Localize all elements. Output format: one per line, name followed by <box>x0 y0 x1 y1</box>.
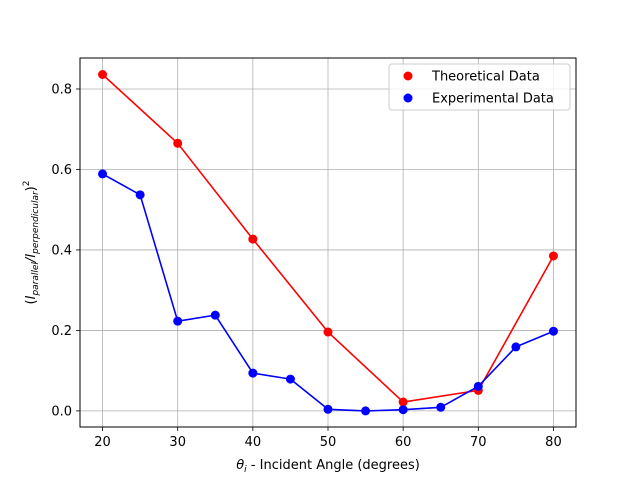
x-tick-label: 50 <box>320 435 337 450</box>
data-point <box>398 405 408 415</box>
data-point <box>173 138 183 148</box>
x-tick-label: 60 <box>395 435 412 450</box>
data-point <box>398 397 408 407</box>
x-axis-label-subscript: i <box>244 465 247 475</box>
data-point <box>323 404 333 414</box>
data-point <box>135 190 145 200</box>
y-tick-label: 0.8 <box>51 82 72 97</box>
x-axis-label-symbol: θ <box>236 458 244 473</box>
legend-marker-1 <box>403 71 413 81</box>
x-axis-label-text: - Incident Angle (degrees) <box>247 458 420 473</box>
data-point <box>548 251 558 261</box>
data-point <box>248 368 258 378</box>
data-point <box>285 374 295 384</box>
y-axis-label-exponent: 2 <box>22 181 32 187</box>
y-axis-label-open: ( <box>24 299 39 304</box>
y-axis-label-close: ) <box>24 186 39 191</box>
x-tick-label: 80 <box>545 435 562 450</box>
legend-box <box>388 63 571 111</box>
data-point <box>210 310 220 320</box>
data-point <box>511 342 521 352</box>
y-axis-label-sub1: parallel <box>31 262 41 297</box>
data-point <box>248 234 258 244</box>
data-point <box>473 381 483 391</box>
data-point <box>361 406 371 416</box>
y-tick-label: 0.0 <box>51 404 72 419</box>
y-tick-label: 0.4 <box>51 243 72 258</box>
y-axis-label: (Iparallel/Iperpendicular)2 <box>22 181 41 305</box>
x-tick-label: 70 <box>470 435 487 450</box>
legend-label-2: Experimental Data <box>432 92 554 107</box>
legend-label-1: Theoretical Data <box>431 70 540 85</box>
y-axis-label-slash: / <box>24 256 39 263</box>
axis-ticks: 20 30 40 50 60 70 80 0.0 0.2 0.4 0.6 0.8 <box>51 82 561 450</box>
y-tick-label: 0.2 <box>51 324 72 339</box>
x-axis-label: θi - Incident Angle (degrees) <box>236 458 420 475</box>
data-point <box>323 327 333 337</box>
x-tick-label: 20 <box>94 435 111 450</box>
y-axis-label-base1: I <box>24 295 39 299</box>
data-point <box>436 402 446 412</box>
legend-marker-2 <box>403 93 413 103</box>
series-layer <box>98 69 558 416</box>
y-axis-label-base2: I <box>24 254 39 258</box>
data-point <box>98 169 108 179</box>
data-point <box>173 316 183 326</box>
data-point <box>548 326 558 336</box>
x-tick-label: 40 <box>245 435 262 450</box>
y-axis-label-sub2: perpendicular <box>31 190 41 255</box>
data-point <box>98 69 108 79</box>
x-tick-label: 30 <box>169 435 186 450</box>
y-tick-label: 0.6 <box>51 163 72 178</box>
legend: Theoretical Data Experimental Data <box>388 63 571 111</box>
